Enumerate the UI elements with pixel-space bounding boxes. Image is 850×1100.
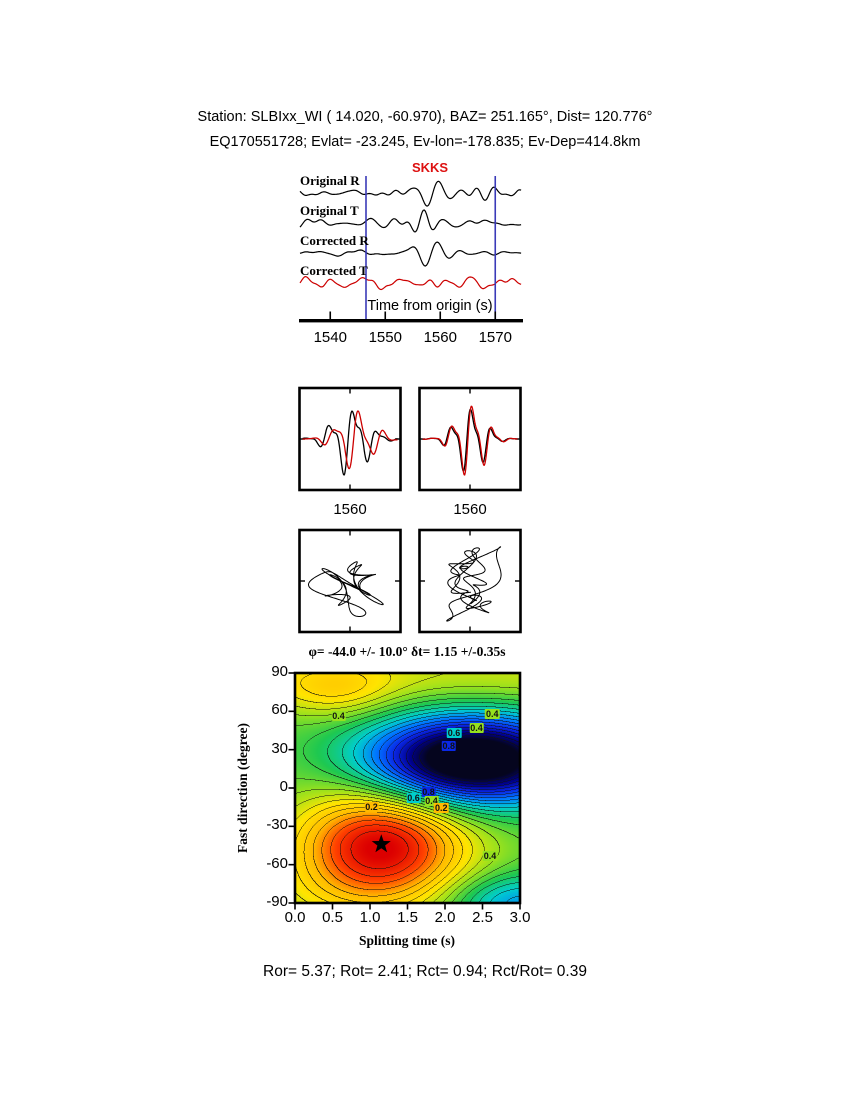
misfit-y-tick-label: 60 <box>271 701 288 719</box>
phase-label: SKKS <box>411 160 449 175</box>
trace-path <box>302 410 398 470</box>
trace-path <box>446 546 502 622</box>
misfit-x-tick-label: 0.0 <box>284 909 306 926</box>
seismogram-x-tick-label: 1570 <box>478 329 512 346</box>
zoom-trace-group <box>422 405 518 476</box>
contour-label: 0.6 <box>406 793 421 804</box>
trace-label-corrected-r: Corrected R <box>300 233 369 248</box>
seismogram-x-axis-label: Time from origin (s) <box>367 298 493 314</box>
zoom-trace-group <box>302 410 398 476</box>
misfit-y-tick-label: -90 <box>266 893 288 910</box>
zoom-window-label-corrected: 1560 <box>453 501 487 518</box>
misfit-x-tick-label: 1.5 <box>397 909 418 926</box>
trace-label-corrected-t: Corrected T <box>300 263 368 278</box>
trace-label-original-r: Original R <box>300 173 360 188</box>
seismogram-x-tick-label: 1540 <box>313 329 347 346</box>
misfit-x-tick-label: 3.0 <box>509 909 531 926</box>
misfit-x-tick-label: 2.0 <box>434 909 456 926</box>
result-ratios-footer: Ror= 5.37; Rot= 2.41; Rct= 0.94; Rct/Rot… <box>263 963 587 980</box>
event-header: EQ170551728; Evlat= -23.245, Ev-lon=-178… <box>209 134 641 150</box>
contour-label: 0.2 <box>364 802 379 813</box>
zoom-window-box <box>418 386 522 492</box>
zoom-window-label-original: 1560 <box>333 501 367 518</box>
contour-label: 0.4 <box>331 711 346 722</box>
contour-label: 0.8 <box>441 740 457 751</box>
particle-motion-box <box>418 528 522 634</box>
misfit-y-tick-label: -30 <box>266 816 288 834</box>
seismogram-x-tick-label: 1550 <box>368 329 402 346</box>
misfit-y-tick-label: 0 <box>279 778 288 795</box>
trace-path <box>422 405 518 476</box>
contour-labels: 0.4 0.6 0.4 0.4 0.8 0.8 0.6 0.4 0.2 0.2 0.4 <box>295 673 520 903</box>
trace-path <box>302 410 398 476</box>
misfit-x-tick-label: 0.5 <box>322 909 343 926</box>
misfit-y-tick-label: 90 <box>271 663 288 680</box>
particle-motion-box <box>298 528 402 634</box>
corrected-particle-motion <box>446 546 502 622</box>
misfit-result-title: φ= -44.0 +/- 10.0° δt= 1.15 +/-0.35s <box>308 644 506 659</box>
misfit-y-tick-label: 30 <box>271 739 288 757</box>
trace-path <box>308 561 384 617</box>
zoom-window-box <box>298 386 402 492</box>
station-header: Station: SLBIxx_WI ( 14.020, -60.970), B… <box>197 109 653 125</box>
contour-label: 0.2 <box>433 803 449 814</box>
misfit-x-tick-label: 1.0 <box>359 909 381 926</box>
misfit-x-tick-label: 2.5 <box>472 909 493 926</box>
misfit-x-axis-label: Splitting time (s) <box>359 933 455 948</box>
original-particle-motion <box>308 561 384 617</box>
contour-label: 0.6 <box>446 728 462 739</box>
seismogram-x-tick-label: 1560 <box>423 329 457 346</box>
misfit-y-tick-label: -60 <box>266 854 288 872</box>
contour-label: 0.4 <box>482 850 498 861</box>
trace-path <box>422 408 518 472</box>
contour-label: 0.4 <box>469 722 484 733</box>
trace-label-original-t: Original T <box>300 203 359 218</box>
time-axis-line <box>299 319 523 323</box>
contour-label: 0.4 <box>484 708 500 719</box>
